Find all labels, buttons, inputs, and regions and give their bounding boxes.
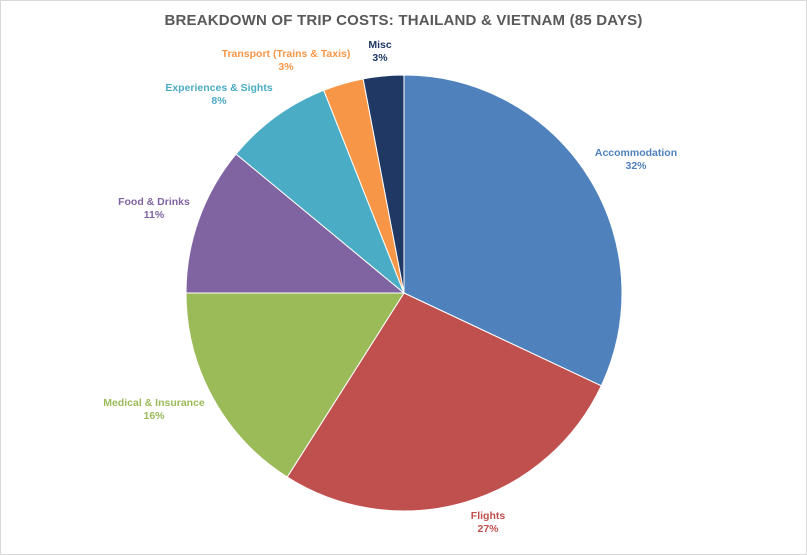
data-label-food-drinks: Food & Drinks (118, 196, 190, 208)
data-label-accommodation: Accommodation (595, 147, 677, 159)
pie-slice-medical-insurance[interactable] (185, 292, 405, 478)
data-label-experiences-sights: Experiences & Sights (165, 82, 273, 94)
data-label-pct-misc: 3% (372, 52, 388, 64)
data-label-medical-insurance: Medical & Insurance (103, 397, 205, 409)
chart-title: BREAKDOWN OF TRIP COSTS: THAILAND & VIET… (164, 12, 643, 29)
data-label-transport-trains-taxis: Transport (Trains & Taxis) (222, 48, 351, 60)
data-label-pct-medical-insurance: 16% (143, 410, 165, 422)
data-label-misc: Misc (368, 39, 392, 51)
data-label-pct-transport-trains-taxis: 3% (278, 61, 294, 73)
data-label-pct-accommodation: 32% (625, 160, 647, 172)
pie-slice-food-drinks[interactable] (185, 153, 406, 294)
data-label-pct-experiences-sights: 8% (211, 95, 227, 107)
pie-slice-misc[interactable] (362, 74, 405, 294)
pie-slice-accommodation[interactable] (403, 74, 623, 387)
data-label-pct-flights: 27% (477, 523, 499, 535)
pie-slice-experiences-sights[interactable] (235, 89, 405, 294)
data-label-flights: Flights (471, 510, 506, 522)
pie-slice-flights[interactable] (286, 292, 602, 512)
data-label-pct-food-drinks: 11% (144, 209, 165, 221)
